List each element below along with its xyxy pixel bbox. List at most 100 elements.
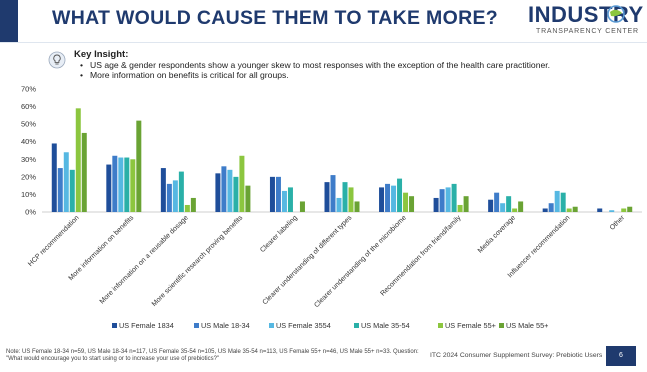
- bar: [106, 164, 112, 212]
- source-label: ITC 2024 Consumer Supplement Survey: Pre…: [430, 352, 603, 359]
- y-tick-label: 70%: [21, 85, 36, 94]
- legend-label: US Male 55+: [506, 321, 548, 330]
- bar: [172, 180, 178, 212]
- bar: [385, 183, 391, 212]
- legend-label: US Female 3554: [276, 321, 331, 330]
- bar: [136, 120, 142, 212]
- footnote: Note: US Female 18-34 n=59, US Male 18-3…: [6, 349, 419, 362]
- bar: [124, 157, 130, 212]
- bar: [190, 197, 196, 212]
- legend-swatch: [438, 323, 443, 328]
- legend-swatch: [499, 323, 504, 328]
- bar: [336, 197, 342, 212]
- bar: [51, 143, 57, 212]
- logo-wordmark: INDUSTRY: [528, 2, 644, 27]
- bar: [287, 187, 293, 212]
- bar: [494, 192, 500, 212]
- bar: [324, 182, 330, 212]
- y-axis: 0% 10% 20% 30% 40% 50% 60% 70%: [21, 85, 642, 217]
- y-tick-label: 60%: [21, 102, 36, 111]
- bar: [409, 196, 415, 212]
- bar: [269, 176, 275, 212]
- bar: [560, 192, 566, 212]
- bar: [81, 132, 87, 212]
- bar: [178, 171, 184, 212]
- bar: [57, 168, 63, 212]
- bar: [227, 169, 233, 212]
- bars: [51, 108, 633, 212]
- lightbulb-icon: [48, 51, 66, 69]
- x-tick-label: Clearer understanding of the microbiome: [313, 214, 408, 309]
- legend-swatch: [354, 323, 359, 328]
- bar: [566, 208, 572, 212]
- insight-bullet: US age & gender respondents show a young…: [80, 60, 550, 71]
- bar: [548, 203, 554, 212]
- bar: [184, 204, 190, 212]
- key-insight-heading: Key Insight:: [74, 49, 129, 60]
- page-number: 6: [606, 346, 636, 366]
- bar: [488, 199, 494, 212]
- bar: [69, 169, 75, 212]
- bar: [609, 210, 615, 212]
- legend-swatch: [194, 323, 199, 328]
- x-tick-label: Clearer labeling: [259, 214, 299, 254]
- legend-label: US Female 55+: [445, 321, 496, 330]
- bar: [281, 190, 287, 212]
- legend-swatch: [112, 323, 117, 328]
- bar: [239, 155, 245, 212]
- bar: [245, 185, 251, 212]
- bar-chart: 0% 10% 20% 30% 40% 50% 60% 70% HCP recommendati…: [21, 85, 642, 330]
- bar: [330, 175, 336, 212]
- title-accent-bar: [0, 0, 18, 42]
- bar: [118, 157, 124, 212]
- legend: US Female 1834 US Male 18-34 US Female 355…: [112, 321, 548, 330]
- industry-transparency-center-logo: INDUSTRY TRANSPARENCY CENTER: [528, 2, 644, 42]
- key-insight-bullets: US age & gender respondents show a young…: [80, 60, 550, 80]
- x-tick-label: Media coverage: [477, 214, 517, 254]
- bar: [215, 173, 221, 212]
- y-tick-label: 20%: [21, 172, 36, 181]
- bar: [379, 187, 385, 212]
- bar: [166, 183, 172, 212]
- bar: [554, 190, 560, 212]
- bar: [130, 159, 136, 212]
- legend-swatch: [269, 323, 274, 328]
- bar: [627, 206, 633, 212]
- bar: [512, 208, 518, 212]
- bar: [348, 187, 354, 212]
- x-tick-label: More scientific research proving benefit…: [151, 214, 245, 308]
- legend-label: US Male 35-54: [361, 321, 410, 330]
- x-tick-label: More information on a reusable dosage: [99, 214, 190, 305]
- bar: [597, 208, 603, 212]
- bar: [621, 208, 627, 212]
- legend-label: US Female 1834: [119, 321, 174, 330]
- bar: [572, 206, 578, 212]
- bar: [342, 182, 348, 212]
- bar: [221, 166, 227, 212]
- y-tick-label: 0%: [25, 208, 36, 217]
- y-tick-label: 40%: [21, 137, 36, 146]
- x-tick-label: HCP recommendation: [27, 214, 81, 268]
- y-tick-label: 30%: [21, 155, 36, 164]
- x-tick-label: More information on benefits: [68, 214, 136, 282]
- bar: [542, 208, 548, 212]
- bar: [160, 168, 166, 212]
- x-tick-label: Influencer recommendation: [507, 214, 572, 279]
- title-divider: [0, 42, 647, 43]
- y-tick-label: 50%: [21, 120, 36, 129]
- x-tick-label: Other: [609, 214, 627, 232]
- bar: [500, 203, 506, 212]
- logo-globe-icon: [607, 5, 625, 23]
- bar: [391, 185, 397, 212]
- bar: [403, 192, 409, 212]
- bar: [112, 155, 118, 212]
- bar: [354, 201, 360, 212]
- bar: [433, 197, 439, 212]
- bar: [518, 201, 524, 212]
- bar: [451, 183, 457, 212]
- page-title: WHAT WOULD CAUSE THEM TO TAKE MORE?: [52, 7, 498, 29]
- bar: [463, 196, 469, 212]
- bar: [275, 176, 281, 212]
- bar: [445, 187, 451, 212]
